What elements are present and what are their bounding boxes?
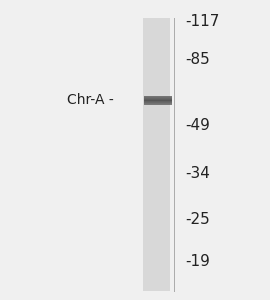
Text: Chr-A -: Chr-A -: [67, 94, 113, 107]
Bar: [144, 98, 172, 99]
Text: -85: -85: [185, 52, 210, 68]
Bar: [144, 104, 172, 105]
Text: -19: -19: [185, 254, 210, 268]
Text: -34: -34: [185, 167, 210, 182]
Bar: [144, 101, 172, 102]
Bar: [143, 18, 170, 291]
Bar: [144, 103, 172, 104]
Bar: [144, 99, 172, 100]
Bar: [144, 102, 172, 103]
Bar: [144, 97, 172, 98]
Text: -117: -117: [185, 14, 219, 28]
Bar: [144, 100, 172, 101]
Bar: [144, 96, 172, 97]
Text: -49: -49: [185, 118, 210, 134]
Text: -25: -25: [185, 212, 210, 226]
